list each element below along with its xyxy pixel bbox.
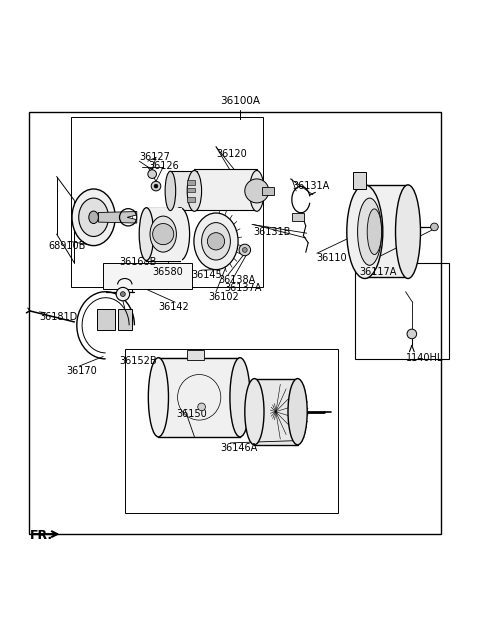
Text: 36146A: 36146A <box>221 443 258 453</box>
Bar <box>29 112 441 534</box>
Text: FR.: FR. <box>30 529 53 542</box>
Circle shape <box>407 329 417 338</box>
Bar <box>292 213 304 221</box>
Ellipse shape <box>165 171 176 211</box>
Circle shape <box>151 181 161 191</box>
Bar <box>194 169 257 210</box>
Text: 36131A: 36131A <box>292 181 329 191</box>
Ellipse shape <box>245 379 264 445</box>
Bar <box>158 358 240 437</box>
Ellipse shape <box>148 358 168 437</box>
Text: 36102: 36102 <box>209 292 240 302</box>
Text: 36138A: 36138A <box>218 275 256 285</box>
Ellipse shape <box>347 185 383 278</box>
Bar <box>187 180 195 185</box>
Bar <box>146 208 182 260</box>
Text: 36152B: 36152B <box>119 356 156 367</box>
Text: 36117A: 36117A <box>359 267 396 277</box>
Ellipse shape <box>367 209 382 254</box>
Bar <box>187 350 204 360</box>
Polygon shape <box>98 212 137 223</box>
Text: 36120: 36120 <box>216 149 247 159</box>
Text: 36131B: 36131B <box>253 227 291 237</box>
Ellipse shape <box>396 185 420 278</box>
Bar <box>187 197 195 202</box>
Ellipse shape <box>150 216 177 252</box>
Bar <box>187 188 195 192</box>
Bar <box>125 349 338 513</box>
Ellipse shape <box>79 198 108 237</box>
Bar <box>170 171 197 210</box>
Circle shape <box>116 287 130 301</box>
Ellipse shape <box>187 171 202 212</box>
Ellipse shape <box>250 171 264 212</box>
Text: 36170: 36170 <box>66 366 97 376</box>
Ellipse shape <box>288 379 307 445</box>
Text: 36127: 36127 <box>139 151 170 162</box>
Circle shape <box>245 179 269 203</box>
Text: 36142: 36142 <box>158 303 189 312</box>
Ellipse shape <box>358 198 382 265</box>
Circle shape <box>148 170 156 178</box>
Circle shape <box>207 233 225 250</box>
Ellipse shape <box>72 189 115 246</box>
Circle shape <box>153 224 174 245</box>
Bar <box>262 187 274 195</box>
Circle shape <box>198 403 205 411</box>
Circle shape <box>431 223 438 231</box>
Text: 36100A: 36100A <box>220 96 260 106</box>
Bar <box>254 379 298 445</box>
Text: 68910B: 68910B <box>48 241 85 251</box>
Text: 36145: 36145 <box>191 270 222 280</box>
Text: 36126: 36126 <box>148 161 179 171</box>
Ellipse shape <box>139 208 154 260</box>
Ellipse shape <box>89 211 98 224</box>
Bar <box>118 308 132 330</box>
Bar <box>71 117 263 287</box>
Ellipse shape <box>202 222 230 260</box>
Circle shape <box>242 247 247 253</box>
Bar <box>97 308 115 330</box>
Text: 36137A: 36137A <box>225 283 262 293</box>
Text: 36580: 36580 <box>153 267 183 277</box>
Ellipse shape <box>194 213 238 270</box>
Text: 36181D: 36181D <box>39 312 78 322</box>
Bar <box>353 172 366 188</box>
Bar <box>103 263 192 289</box>
Bar <box>365 185 408 278</box>
Bar <box>355 263 449 359</box>
Text: 36168B: 36168B <box>119 257 156 267</box>
Text: 36110: 36110 <box>317 253 348 263</box>
Circle shape <box>120 292 125 297</box>
Ellipse shape <box>230 358 250 437</box>
Circle shape <box>154 184 158 188</box>
Circle shape <box>239 244 251 256</box>
Ellipse shape <box>170 208 190 260</box>
Text: 1140HL: 1140HL <box>406 353 443 363</box>
Text: 36150: 36150 <box>177 410 207 419</box>
